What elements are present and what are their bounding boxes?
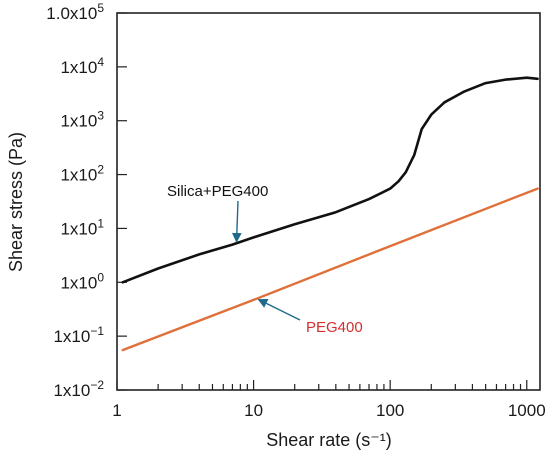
y-axis-title: Shear stress (Pa) — [6, 132, 26, 272]
x-tick-label: 1000 — [508, 401, 546, 420]
series-layer — [121, 76, 539, 352]
annotation-silica-peg400: Silica+PEG400 — [167, 183, 268, 200]
y-tick-label: 1x100 — [60, 270, 104, 292]
x-tick-label: 10 — [244, 401, 263, 420]
y-tick-label: 1x10−2 — [53, 378, 104, 400]
annotation-arrow-silica — [231, 200, 242, 243]
y-tick-label: 1x10−1 — [53, 324, 104, 346]
series-silica-peg400-line — [121, 76, 539, 284]
x-tick-label: 100 — [376, 401, 404, 420]
annotations: Silica+PEG400 PEG400 — [167, 183, 363, 336]
y-tick-label: 1x102 — [60, 163, 104, 185]
annotation-peg400: PEG400 — [306, 319, 363, 336]
y-tick-label: 1x104 — [60, 55, 104, 77]
x-tick-label: 1 — [112, 401, 121, 420]
y-tick-label: 1.0x105 — [46, 1, 104, 23]
x-axis-ticks: 1 10 100 1000 — [112, 380, 546, 420]
y-tick-label: 1x101 — [60, 216, 104, 238]
y-tick-label: 1x103 — [60, 109, 104, 131]
plot-frame — [116, 12, 541, 391]
series-peg400-line — [121, 187, 539, 352]
y-axis-ticks: 1.0x105 1x104 1x103 1x102 1x101 1x100 1x10−1 1x… — [46, 1, 127, 400]
x-axis-title: Shear rate (s⁻¹) — [266, 430, 392, 450]
annotation-arrow-peg400 — [257, 298, 301, 321]
